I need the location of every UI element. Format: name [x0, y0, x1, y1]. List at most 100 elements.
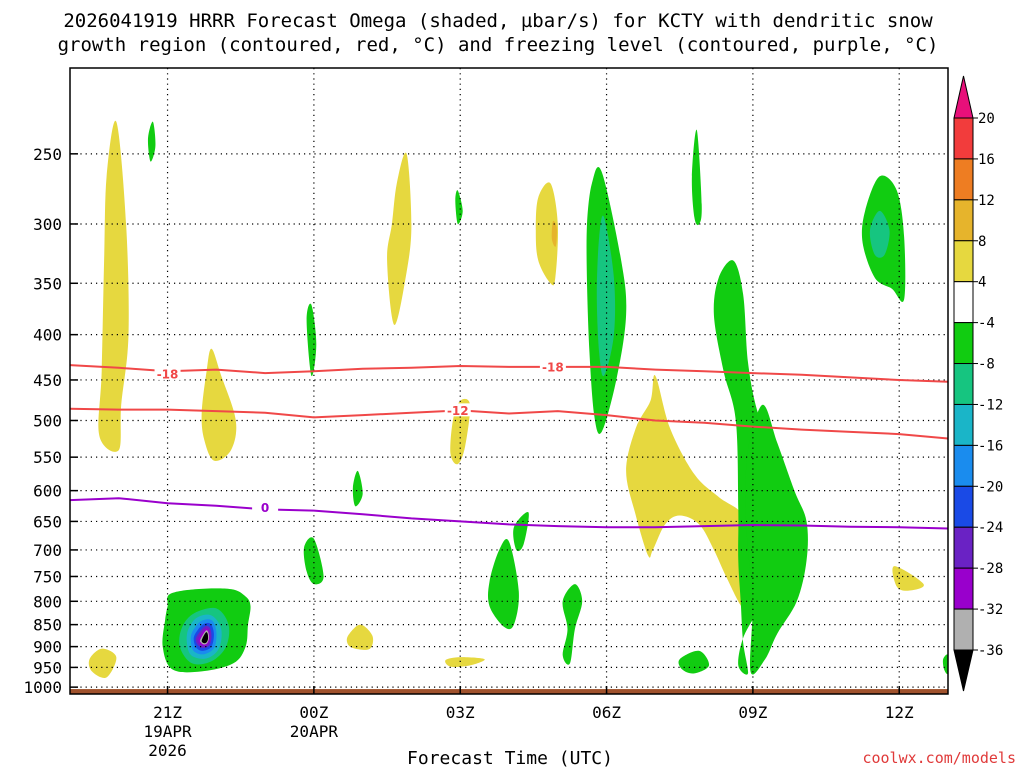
terrain-layer — [70, 689, 948, 694]
dgz-minus18-label-bg-0 — [154, 366, 181, 380]
y-tick-label-400: 400 — [33, 326, 62, 345]
omega-region-26 — [942, 654, 948, 675]
omega-region-29 — [869, 210, 890, 258]
omega-region-5 — [626, 375, 751, 610]
omega-region-19 — [306, 303, 317, 377]
omega-region-0 — [98, 120, 129, 452]
omega-region-28 — [596, 215, 616, 377]
omega-region-18 — [455, 190, 463, 225]
isotherm-contours: -18 -18 -12 0 — [70, 359, 948, 530]
terrain-band — [70, 689, 948, 694]
chart-title-line-1: 2026041919 HRRR Forecast Omega (shaded, … — [63, 10, 933, 32]
omega-region-24 — [562, 584, 583, 665]
dgz-minus18-label-bg-1 — [539, 359, 566, 373]
omega-region-9 — [892, 566, 924, 591]
colorbar-bin-12 — [953, 608, 974, 651]
colorbar-bottom-arrow — [953, 649, 974, 692]
omega-region-8 — [445, 657, 485, 667]
colorbar-label-4: 4 — [978, 275, 986, 291]
plot-frame — [69, 67, 949, 695]
dgz-minus12-label-bg-0 — [444, 403, 471, 417]
colorbar-bin-4 — [953, 281, 974, 324]
y-tick-label-250: 250 — [33, 145, 62, 164]
y-tick-label-900: 900 — [33, 638, 62, 657]
x-tick-label-00Z: 00Z — [299, 703, 328, 722]
colorbar-label-13: -36 — [978, 643, 1003, 659]
colorbar-bin-6 — [953, 363, 974, 405]
y-tick-label-800: 800 — [33, 592, 62, 611]
omega-region-10 — [551, 220, 557, 247]
freezing-level-line — [70, 497, 948, 530]
omega-region-17 — [147, 121, 156, 162]
credit-link[interactable]: coolwx.com/models — [862, 749, 1016, 767]
colorbar-label-5: -4 — [978, 316, 995, 332]
omega-region-23 — [513, 511, 529, 552]
y-tick-label-500: 500 — [33, 411, 62, 430]
x-tick-label-03Z: 03Z — [446, 703, 475, 722]
omega-region-25 — [678, 650, 710, 674]
colorbar: 20 16 12 8 4 -4 -8 -12 -16 -20 -24 -28 -32 -36 — [953, 75, 1003, 692]
colorbar-label-10: -24 — [978, 520, 1003, 536]
colorbar-bin-7 — [953, 403, 974, 446]
colorbar-label-11: -28 — [978, 561, 1003, 577]
colorbar-label-1: 16 — [978, 152, 995, 168]
omega-region-7 — [346, 624, 374, 650]
y-tick-label-450: 450 — [33, 371, 62, 390]
y-tick-label-950: 950 — [33, 658, 62, 677]
y-tick-label-300: 300 — [33, 215, 62, 234]
y-tick-label-650: 650 — [33, 512, 62, 531]
x-tick-date-21Z: 19APR — [143, 722, 192, 741]
omega-region-2 — [387, 152, 412, 325]
dgz-minus18-line — [70, 364, 948, 383]
colorbar-bin-9 — [953, 485, 974, 528]
colorbar-label-6: -8 — [978, 357, 995, 373]
colorbar-label-8: -16 — [978, 438, 1003, 454]
plot-area: -18 -18 -12 0 — [69, 67, 949, 695]
colorbar-bin-2 — [953, 199, 974, 242]
omega-region-36 — [201, 632, 209, 644]
y-tick-label-550: 550 — [33, 448, 62, 467]
x-axis-title: Forecast Time (UTC) — [407, 748, 613, 768]
colorbar-bin-11 — [953, 567, 974, 610]
colorbar-label-7: -12 — [978, 397, 1003, 413]
x-tick-label-12Z: 12Z — [885, 703, 914, 722]
chart-title-line-2: growth region (contoured, red, °C) and f… — [58, 34, 939, 56]
dgz-minus18-label-1: -18 — [542, 360, 564, 374]
y-tick-label-750: 750 — [33, 567, 62, 586]
freezing-level-label-0: 0 — [261, 501, 269, 515]
omega-region-1 — [201, 348, 237, 461]
omega-region-22 — [487, 539, 519, 630]
x-tick-label-09Z: 09Z — [738, 703, 767, 722]
y-tick-label-600: 600 — [33, 482, 62, 501]
axis-ticks — [70, 153, 900, 694]
x-tick-label-21Z: 21Z — [153, 703, 182, 722]
y-tick-label-850: 850 — [33, 616, 62, 635]
colorbar-bin-10 — [953, 526, 974, 569]
omega-region-3 — [535, 182, 558, 286]
dgz-minus18-label-0: -18 — [157, 367, 179, 381]
colorbar-bin-0 — [953, 117, 974, 160]
colorbar-label-0: 20 — [978, 111, 995, 127]
dotted-grid — [70, 68, 948, 694]
omega-region-20 — [303, 537, 324, 585]
omega-region-14 — [745, 404, 808, 675]
colorbar-bin-3 — [953, 240, 974, 283]
colorbar-bin-5 — [953, 322, 974, 365]
dgz-minus12-line — [70, 407, 948, 440]
y-tick-label-1000: 1000 — [23, 678, 62, 697]
dgz-minus12-label-0: -12 — [447, 404, 469, 418]
colorbar-label-2: 12 — [978, 193, 995, 209]
colorbar-label-3: 8 — [978, 234, 986, 250]
omega-region-21 — [352, 470, 363, 507]
colorbar-label-9: -20 — [978, 479, 1003, 495]
colorbar-label-12: -32 — [978, 602, 1003, 618]
x-tick-year-21Z: 2026 — [148, 741, 187, 760]
colorbar-bin-1 — [953, 158, 974, 201]
colorbar-bin-8 — [953, 444, 974, 487]
freezing-level-label-bg-0 — [252, 500, 279, 514]
y-tick-label-350: 350 — [33, 274, 62, 293]
y-tick-label-700: 700 — [33, 541, 62, 560]
x-tick-date-00Z: 20APR — [290, 722, 339, 741]
